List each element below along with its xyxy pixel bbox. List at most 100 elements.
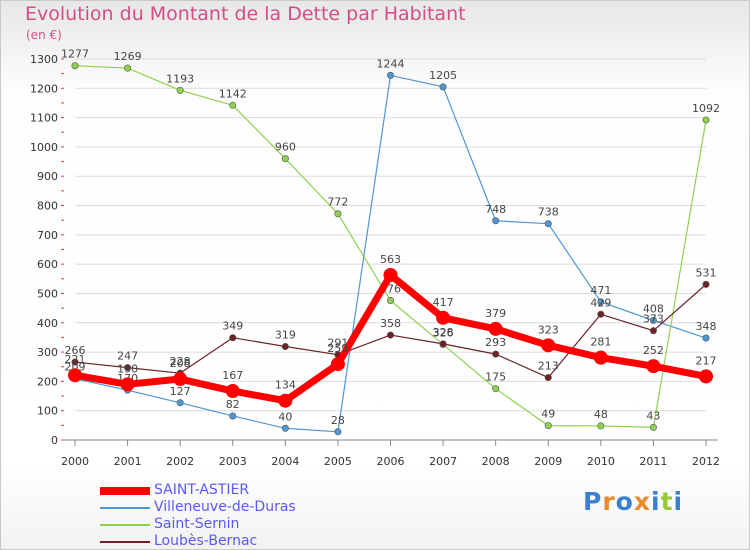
data-label: 266 — [65, 344, 86, 357]
data-point — [225, 384, 240, 399]
data-label: 48 — [594, 408, 608, 421]
data-point — [436, 310, 451, 325]
data-point — [488, 321, 503, 336]
data-label: 349 — [222, 320, 243, 333]
y-tick-label: 1200 — [30, 82, 58, 95]
y-tick-label: 1300 — [30, 53, 58, 66]
data-point — [649, 316, 657, 324]
logo-letter: P — [583, 487, 603, 516]
data-label: 319 — [275, 329, 296, 342]
data-label: 134 — [275, 379, 296, 392]
logo-letter: x — [633, 487, 651, 516]
legend-label: Saint-Sernin — [154, 516, 240, 532]
y-tick-label: 1100 — [30, 112, 58, 125]
y-tick-label: 100 — [37, 405, 58, 418]
x-tick-label: 2005 — [324, 455, 352, 468]
data-point — [597, 298, 605, 306]
chart-title: Evolution du Montant de la Dette par Hab… — [25, 3, 466, 25]
data-label: 960 — [275, 141, 296, 154]
data-label: 252 — [643, 344, 664, 357]
data-point — [330, 357, 345, 372]
data-label: 1193 — [166, 72, 194, 85]
y-tick-label: 800 — [37, 200, 58, 213]
data-label: 1277 — [61, 48, 89, 61]
data-label: 326 — [433, 326, 454, 339]
data-point — [229, 412, 237, 420]
logo-letter: r — [602, 487, 616, 516]
data-label: 175 — [485, 371, 506, 384]
data-point — [699, 369, 713, 384]
data-label: 748 — [485, 203, 506, 216]
data-point — [386, 71, 394, 79]
data-point — [334, 428, 342, 436]
x-tick-label: 2011 — [639, 455, 667, 468]
data-label: 328 — [433, 326, 454, 339]
data-label: 291 — [327, 337, 348, 350]
data-point — [173, 372, 188, 387]
data-label: 348 — [696, 320, 717, 333]
data-point — [544, 422, 552, 430]
data-label: 358 — [380, 317, 401, 330]
data-label: 28 — [331, 414, 345, 427]
x-tick-label: 2012 — [692, 455, 720, 468]
legend-label: Loubès-Bernac — [154, 533, 258, 549]
legend-swatch — [100, 523, 150, 526]
x-tick-label: 2007 — [429, 455, 457, 468]
y-tick-label: 700 — [37, 229, 58, 242]
data-point — [439, 83, 447, 91]
data-point — [649, 327, 657, 335]
data-label: 531 — [696, 266, 717, 279]
x-tick-label: 2001 — [114, 455, 142, 468]
data-point — [649, 423, 657, 431]
data-point — [120, 377, 135, 392]
data-point — [597, 422, 605, 430]
data-point — [702, 334, 710, 342]
data-point — [544, 374, 552, 382]
data-label: 563 — [380, 253, 401, 266]
data-label: 49 — [541, 408, 555, 421]
x-tick-label: 2000 — [61, 455, 89, 468]
data-point — [176, 86, 184, 94]
data-point — [71, 62, 79, 70]
data-point — [386, 296, 394, 304]
data-label: 259 — [327, 342, 348, 355]
data-label: 281 — [590, 336, 611, 349]
data-label: 323 — [538, 323, 559, 336]
y-tick-label: 400 — [37, 317, 58, 330]
y-tick-label: 200 — [37, 375, 58, 388]
data-point — [386, 331, 394, 339]
logo-letter: i — [673, 487, 684, 516]
x-tick-label: 2009 — [534, 455, 562, 468]
data-point — [646, 359, 661, 374]
data-point — [597, 310, 605, 318]
x-tick-label: 2010 — [587, 455, 615, 468]
y-tick-label: 600 — [37, 258, 58, 271]
data-point — [229, 334, 237, 342]
data-label: 217 — [696, 354, 717, 367]
data-label: 190 — [117, 362, 138, 375]
data-label: 429 — [590, 296, 611, 309]
data-point — [278, 393, 293, 408]
data-label: 209 — [65, 361, 86, 374]
data-point — [492, 217, 500, 225]
series-line — [74, 65, 707, 428]
data-label: 379 — [485, 307, 506, 320]
data-point — [492, 350, 500, 358]
data-label: 167 — [222, 369, 243, 382]
data-point — [281, 155, 289, 163]
x-tick-label: 2004 — [271, 455, 299, 468]
data-label: 417 — [433, 296, 454, 309]
y-tick-label: 900 — [37, 170, 58, 183]
x-tick-label: 2003 — [219, 455, 247, 468]
data-point — [281, 343, 289, 351]
data-label: 1142 — [219, 87, 247, 100]
data-label: 43 — [646, 409, 660, 422]
x-tick-label: 2002 — [166, 455, 194, 468]
data-label: 293 — [485, 336, 506, 349]
proxiti-logo: Proxiti — [583, 487, 683, 516]
data-point — [593, 350, 608, 365]
y-axis-unit: (en €) — [26, 28, 62, 42]
data-label: 471 — [590, 284, 611, 297]
data-label: 1244 — [377, 57, 405, 70]
